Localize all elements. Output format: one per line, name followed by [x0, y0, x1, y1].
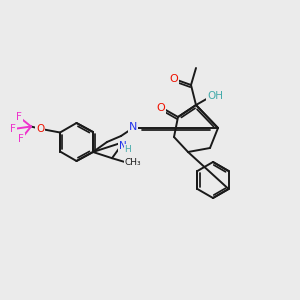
Text: CH₃: CH₃ [124, 158, 141, 167]
Text: OH: OH [207, 91, 223, 101]
Text: H: H [124, 145, 131, 154]
Text: O: O [157, 103, 165, 113]
Text: F: F [10, 124, 16, 134]
Text: N: N [129, 122, 137, 132]
Text: F: F [16, 112, 22, 122]
Text: N: N [119, 141, 127, 151]
Text: O: O [36, 124, 44, 134]
Text: F: F [18, 134, 24, 143]
Text: O: O [169, 74, 178, 84]
